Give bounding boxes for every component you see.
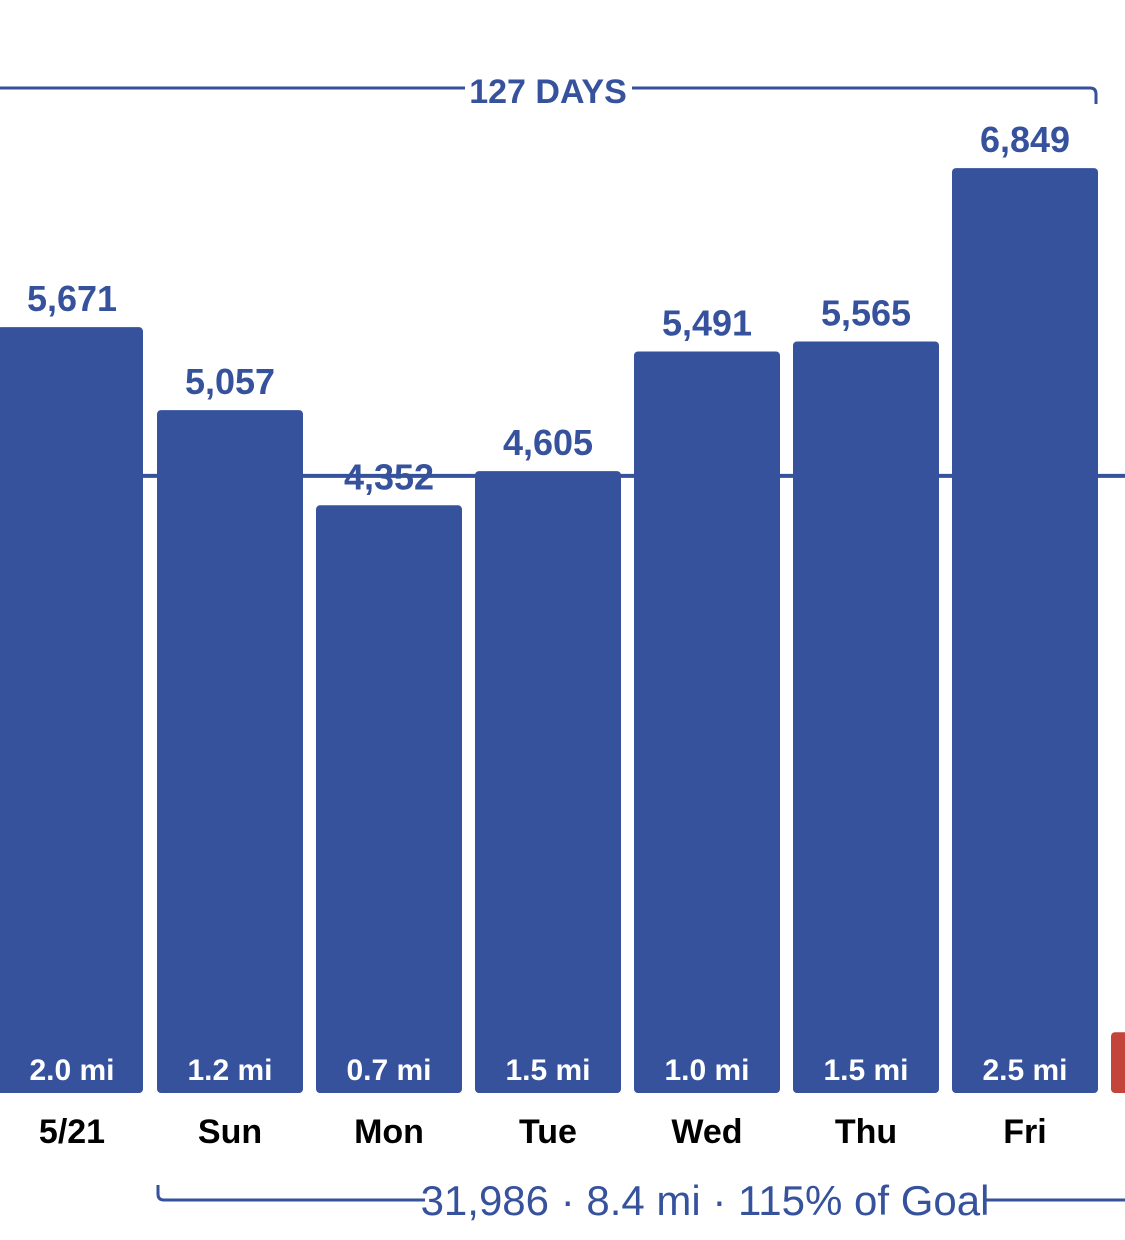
category-label-sun: Sun <box>198 1113 262 1151</box>
distance-label-5-21: 2.0 mi <box>29 1054 114 1087</box>
category-label-5-21: 5/21 <box>39 1113 105 1151</box>
value-label-mon: 4,352 <box>344 456 434 497</box>
value-label-thu: 5,565 <box>821 292 911 333</box>
value-label-fri: 6,849 <box>980 119 1070 160</box>
value-label-sun: 5,057 <box>185 361 275 402</box>
partial-next-day-bar <box>1111 1032 1125 1093</box>
distance-label-tue: 1.5 mi <box>505 1054 590 1087</box>
streak-label: 127 DAYS <box>469 73 627 111</box>
bar-tue[interactable] <box>475 471 621 1094</box>
summary-bracket-line <box>156 1185 1125 1202</box>
bar-mon[interactable] <box>316 505 462 1093</box>
distance-label-mon: 0.7 mi <box>346 1054 431 1087</box>
distance-label-wed: 1.0 mi <box>664 1054 749 1087</box>
value-label-5-21: 5,671 <box>27 278 117 319</box>
summary-bracket: 31,986 · 8.4 mi · 115% of Goal <box>156 1177 1125 1224</box>
value-label-tue: 4,605 <box>503 422 593 463</box>
distance-label-fri: 2.5 mi <box>982 1054 1067 1087</box>
category-label-fri: Fri <box>1003 1113 1046 1151</box>
bar-wed[interactable] <box>634 351 780 1094</box>
bars-layer <box>0 168 1098 1094</box>
streak-bracket-line <box>0 86 1098 104</box>
distance-label-thu: 1.5 mi <box>823 1054 908 1087</box>
bar-thu[interactable] <box>793 341 939 1094</box>
category-label-thu: Thu <box>835 1113 897 1151</box>
labels-layer: 5,671 2.0 mi 5/21 5,057 1.2 mi Sun 4,352 0.7 mi… <box>27 119 1070 1151</box>
summary-label: 31,986 · 8.4 mi · 115% of Goal <box>421 1177 990 1224</box>
bar-5-21[interactable] <box>0 327 143 1093</box>
bar-sun[interactable] <box>157 410 303 1094</box>
value-label-wed: 5,491 <box>662 302 752 343</box>
bar-fri[interactable] <box>952 168 1098 1093</box>
streak-bracket: 127 DAYS <box>0 73 1098 111</box>
category-label-tue: Tue <box>519 1113 577 1151</box>
category-label-mon: Mon <box>354 1113 424 1151</box>
distance-label-sun: 1.2 mi <box>187 1054 272 1087</box>
category-label-wed: Wed <box>671 1113 742 1151</box>
